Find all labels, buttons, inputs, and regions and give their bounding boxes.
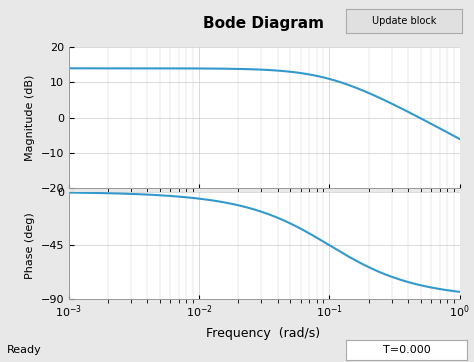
Text: Ready: Ready bbox=[7, 345, 42, 355]
Text: Update block: Update block bbox=[372, 16, 436, 26]
Y-axis label: Magnitude (dB): Magnitude (dB) bbox=[25, 75, 35, 161]
Text: Frequency  (rad/s): Frequency (rad/s) bbox=[206, 327, 320, 340]
Y-axis label: Phase (deg): Phase (deg) bbox=[25, 212, 35, 279]
Text: Bode Diagram: Bode Diagram bbox=[202, 16, 324, 31]
Text: T=0.000: T=0.000 bbox=[383, 345, 430, 355]
